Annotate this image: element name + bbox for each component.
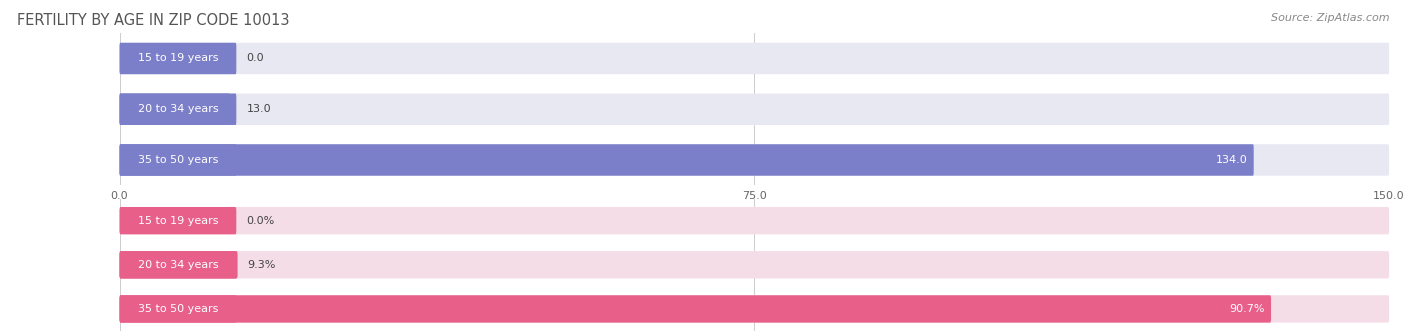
Text: Source: ZipAtlas.com: Source: ZipAtlas.com <box>1271 13 1389 23</box>
FancyBboxPatch shape <box>120 207 236 234</box>
Text: 9.3%: 9.3% <box>247 260 276 270</box>
Text: 0.0: 0.0 <box>246 54 264 64</box>
FancyBboxPatch shape <box>120 251 1389 278</box>
Text: 15 to 19 years: 15 to 19 years <box>138 216 218 226</box>
FancyBboxPatch shape <box>120 43 1389 74</box>
FancyBboxPatch shape <box>120 207 1389 234</box>
FancyBboxPatch shape <box>120 295 1389 323</box>
Text: 35 to 50 years: 35 to 50 years <box>138 155 218 165</box>
FancyBboxPatch shape <box>120 295 236 323</box>
FancyBboxPatch shape <box>120 144 1254 176</box>
Text: 20 to 34 years: 20 to 34 years <box>138 104 218 114</box>
Text: 0.0%: 0.0% <box>246 216 274 226</box>
FancyBboxPatch shape <box>120 251 236 278</box>
FancyBboxPatch shape <box>120 144 1389 176</box>
Text: 35 to 50 years: 35 to 50 years <box>138 304 218 314</box>
Text: 90.7%: 90.7% <box>1229 304 1265 314</box>
FancyBboxPatch shape <box>120 144 236 176</box>
Text: 15 to 19 years: 15 to 19 years <box>138 54 218 64</box>
FancyBboxPatch shape <box>120 295 1271 323</box>
Text: 20 to 34 years: 20 to 34 years <box>138 260 218 270</box>
Text: 13.0: 13.0 <box>246 104 271 114</box>
FancyBboxPatch shape <box>120 93 236 125</box>
FancyBboxPatch shape <box>120 43 236 74</box>
Text: FERTILITY BY AGE IN ZIP CODE 10013: FERTILITY BY AGE IN ZIP CODE 10013 <box>17 13 290 28</box>
FancyBboxPatch shape <box>120 93 1389 125</box>
FancyBboxPatch shape <box>120 93 229 125</box>
FancyBboxPatch shape <box>120 251 238 278</box>
Text: 134.0: 134.0 <box>1216 155 1247 165</box>
